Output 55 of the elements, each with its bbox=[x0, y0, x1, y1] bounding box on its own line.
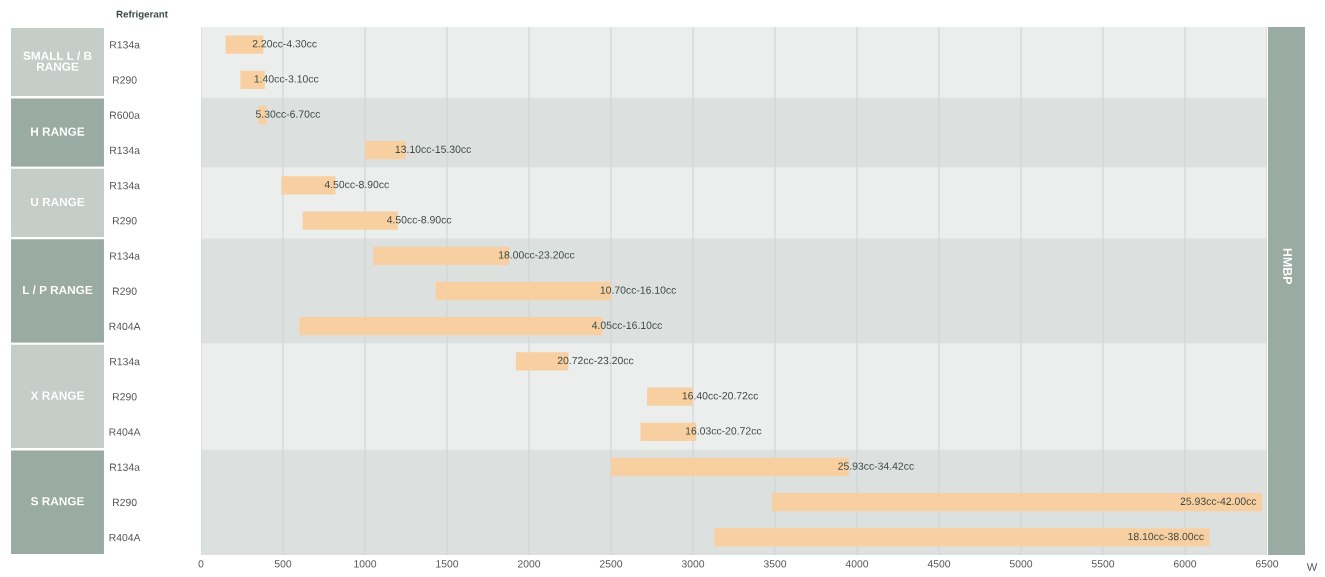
annotation: 1.40cc-3.10cc bbox=[254, 75, 319, 83]
annotation: 18.00cc-23.20cc bbox=[499, 251, 575, 259]
x-tick-label: 0 bbox=[198, 560, 204, 568]
y-tick-label: R134a bbox=[110, 41, 140, 49]
y-tick-label: R290 bbox=[113, 76, 137, 84]
y-tick-label: R134a bbox=[110, 146, 140, 155]
annotation: 25.93cc-34.42cc bbox=[838, 462, 914, 470]
x-tick-label: 3500 bbox=[763, 560, 787, 568]
x-tick-label: 2500 bbox=[599, 560, 623, 568]
y-tick-label: R134a bbox=[110, 463, 140, 471]
y-tick-label: R134a bbox=[110, 357, 140, 366]
x-axis-title: W bbox=[1306, 563, 1318, 571]
annotation: 25.93cc-42.00cc bbox=[1180, 497, 1257, 505]
annotation: 10.70cc-16.10cc bbox=[600, 286, 677, 294]
x-tick-label: 6000 bbox=[1173, 560, 1197, 568]
y-tick-label: R290 bbox=[113, 393, 137, 401]
y-tick-label: R134a bbox=[110, 252, 140, 260]
y-tick-label: R404A bbox=[109, 428, 141, 436]
y-tick-label: R290 bbox=[113, 217, 137, 225]
x-tick-label: 500 bbox=[274, 560, 292, 568]
annotation: 2.20cc-4.30cc bbox=[252, 40, 317, 48]
x-tick-label: 6500 bbox=[1255, 560, 1279, 568]
annotation: 20.72cc-23.20cc bbox=[557, 356, 634, 365]
text: S RANGE bbox=[30, 497, 84, 506]
text: L / P RANGE bbox=[23, 285, 93, 295]
x-tick-label: 1000 bbox=[354, 560, 377, 568]
y-tick-label: R290 bbox=[113, 287, 137, 295]
y-tick-label: R404A bbox=[109, 533, 141, 542]
annotation: 16.40cc-20.72cc bbox=[682, 392, 759, 400]
y2-axis-title: HMBP bbox=[1283, 248, 1292, 285]
annotation: 4.05cc-16.10cc bbox=[591, 321, 663, 329]
y-tick-label: R134a bbox=[110, 181, 140, 190]
y-tick-label: R600a bbox=[110, 111, 140, 119]
bar bbox=[714, 528, 1210, 547]
x-tick-label: 5500 bbox=[1091, 560, 1115, 568]
text: H RANGE bbox=[31, 127, 85, 136]
annotation: 4.50cc-8.90cc bbox=[386, 216, 452, 224]
annotation: 5.30cc-6.70cc bbox=[255, 110, 321, 118]
y-tick-label: R290 bbox=[113, 498, 137, 507]
annotation: 16.03cc-20.72cc bbox=[685, 427, 762, 435]
text: X RANGE bbox=[30, 391, 84, 400]
x-tick-label: 3000 bbox=[681, 560, 705, 568]
x-tick-label: 4500 bbox=[927, 560, 951, 568]
y-axis-title: Refrigerant bbox=[116, 10, 168, 20]
x-tick-label: 2000 bbox=[517, 560, 541, 568]
text: U RANGE bbox=[30, 197, 85, 207]
y-tick-label: R404A bbox=[109, 322, 141, 331]
bar bbox=[771, 493, 1263, 512]
annotation: 4.50cc-8.90cc bbox=[324, 180, 389, 189]
x-tick-label: 4000 bbox=[845, 560, 869, 568]
annotation: 18.10cc-38.00cc bbox=[1128, 532, 1204, 541]
annotation: 13.10cc-15.30cc bbox=[395, 145, 472, 153]
x-tick-label: 5000 bbox=[1009, 560, 1033, 568]
text: SMALL L / B RANGE bbox=[23, 51, 92, 71]
x-tick-label: 1500 bbox=[436, 560, 459, 568]
